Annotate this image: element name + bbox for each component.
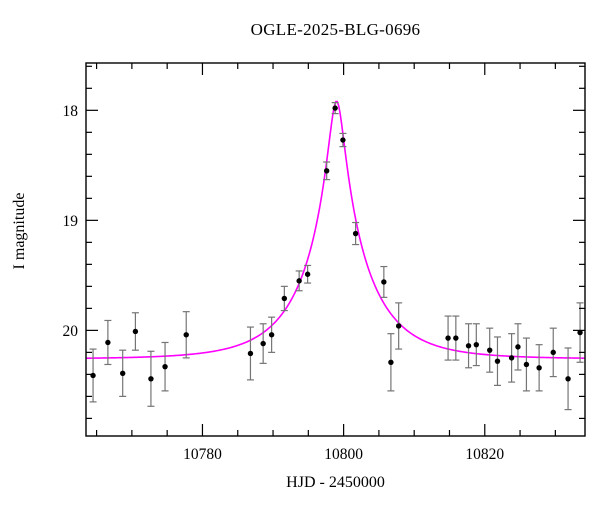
data-point: [162, 363, 168, 370]
y-tick-label: 20: [63, 323, 79, 340]
data-point: [550, 349, 556, 356]
data-point: [332, 105, 338, 111]
data-point: [268, 332, 275, 338]
x-tick-label: 10800: [324, 446, 363, 463]
data-point: [565, 376, 571, 382]
data-point: [494, 358, 501, 364]
data-point: [508, 355, 515, 361]
data-point: [523, 361, 530, 368]
data-point: [395, 323, 402, 329]
x-tick-label: 10780: [183, 446, 222, 463]
data-point: [247, 350, 254, 357]
data-point: [453, 335, 459, 341]
x-axis-label: HJD - 2450000: [286, 474, 385, 491]
data-point: [465, 343, 472, 349]
data-point: [577, 329, 583, 336]
model-fit-curve: [85, 100, 585, 359]
data-point: [388, 359, 394, 365]
data-point: [473, 341, 480, 348]
data-point: [304, 271, 311, 277]
y-tick-label: 18: [63, 103, 79, 120]
data-point: [323, 168, 330, 174]
data-point: [352, 230, 359, 237]
axis-ticks: [86, 63, 585, 436]
data-point: [105, 339, 111, 346]
data-series: [89, 102, 584, 411]
x-tick-label: 10820: [465, 446, 504, 463]
data-point: [515, 344, 521, 350]
data-point: [381, 279, 387, 285]
data-point: [183, 332, 189, 338]
data-point: [296, 278, 302, 284]
data-point: [281, 295, 288, 302]
data-point: [120, 370, 126, 376]
data-point: [487, 347, 493, 353]
y-axis-label: I magnitude: [11, 192, 28, 270]
tick-labels: 10780 10800 10820 18 19 20: [63, 103, 505, 463]
data-point: [260, 340, 266, 347]
data-point: [132, 328, 139, 335]
chart-title: OGLE-2025-BLG-0696: [250, 20, 421, 39]
axes-box: [85, 62, 586, 437]
data-point: [90, 372, 96, 379]
data-point: [148, 376, 154, 382]
data-point: [340, 137, 346, 143]
y-tick-label: 19: [63, 213, 79, 230]
data-point: [445, 335, 451, 341]
data-point: [536, 365, 542, 371]
